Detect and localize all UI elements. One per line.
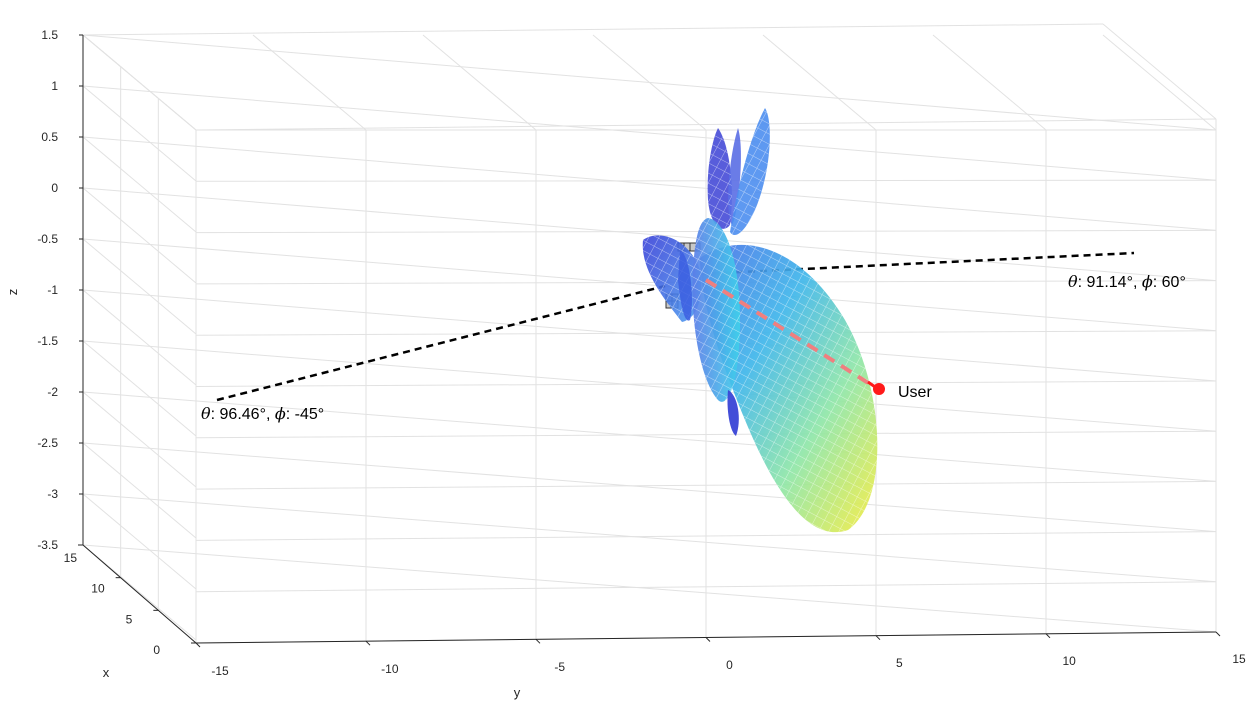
direction-line-left: [216, 284, 666, 402]
y-tick-label: 15: [1232, 652, 1246, 666]
x-axis-ticks: 0 5 10 15: [64, 544, 196, 657]
x-tick-label: 10: [91, 582, 105, 596]
y-tick-label: -15: [211, 664, 229, 678]
box-edge: [1102, 23, 1217, 120]
z-tick-label: 1.5: [41, 28, 58, 42]
upper-side-lobes: [707, 108, 770, 236]
user-label: User: [898, 384, 932, 401]
top-grid-line: [1102, 34, 1217, 131]
x-tick-label: 0: [153, 643, 160, 657]
side-grid: [82, 34, 197, 643]
z-tick-label: -0.5: [37, 232, 58, 246]
z-axis-ticks: 1.5 1 0.5 0 -0.5 -1 -1.5 -2 -2.5 -3 -3.5: [37, 28, 83, 552]
beam-pattern-surface: [642, 108, 878, 533]
z-tick-label: 0.5: [41, 130, 58, 144]
side-grid-line: [82, 136, 197, 233]
top-grid-line: [592, 34, 707, 131]
y-tick-mark: [365, 640, 371, 646]
z-tick-label: 0: [51, 181, 58, 195]
top-grid-line: [422, 34, 537, 131]
z-tick-label: -3: [47, 487, 58, 501]
y-tick-mark: [195, 642, 201, 648]
y-tick-label: 5: [896, 656, 903, 670]
side-grid-line: [82, 391, 197, 488]
y-tick-label: 0: [726, 658, 733, 672]
side-grid-line: [82, 238, 197, 335]
z-tick-label: -1.5: [37, 334, 58, 348]
y-tick-mark: [535, 638, 541, 644]
box-edge: [195, 118, 1217, 131]
y-axis-ticks: -15 -10 -5 0 5 10 15: [195, 631, 1246, 678]
z-tick-label: -1: [47, 283, 58, 297]
y-tick-mark: [875, 635, 881, 641]
back-grid-line: [82, 340, 1217, 432]
back-grid-line: [82, 187, 1217, 282]
back-grid-line: [82, 85, 1217, 181]
back-grid-line: [82, 289, 1217, 382]
y-tick-mark: [1045, 633, 1051, 639]
z-tick-label: -2.5: [37, 436, 58, 450]
back-grid-line: [82, 136, 1217, 231]
user-path: [704, 278, 875, 388]
side-grid-line: [82, 289, 197, 386]
z-tick-label: -2: [47, 385, 58, 399]
lower-side-lobe: [727, 390, 739, 436]
side-grid-line: [82, 442, 197, 539]
top-grid-line: [252, 34, 367, 131]
side-grid-line: [82, 493, 197, 590]
z-axis-label: z: [5, 289, 20, 296]
z-tick-label: -3.5: [37, 538, 58, 552]
box-edge: [82, 23, 1104, 36]
top-grid-line: [932, 34, 1047, 131]
back-grid-line: [82, 391, 1217, 482]
annotation-left: θ: 96.46°, ϕ: -45°: [201, 404, 324, 423]
back-grid-line: [82, 544, 1217, 633]
y-tick-label: -10: [381, 662, 399, 676]
side-grid-line: [82, 34, 197, 131]
y-tick-mark: [1215, 631, 1221, 637]
user-marker: [867, 380, 885, 395]
annotation-right: θ: 91.14°, ϕ: 60°: [1068, 272, 1186, 291]
side-grid-line: [82, 340, 197, 437]
central-lobe: [678, 218, 740, 402]
y-axis-label: y: [514, 685, 521, 700]
top-grid-line: [762, 34, 877, 131]
y-tick-label: 10: [1062, 654, 1076, 668]
z-tick-label: 1: [51, 79, 58, 93]
x-tick-label: 5: [126, 612, 133, 626]
back-grid-line: [82, 238, 1217, 332]
main-lobe: [700, 244, 878, 533]
side-grid-line: [82, 85, 197, 182]
y-tick-mark: [705, 637, 711, 642]
x-axis-label: x: [103, 665, 110, 680]
front-grid: [195, 118, 1217, 644]
back-grid-line: [82, 442, 1217, 533]
y-tick-label: -5: [554, 660, 565, 674]
side-grid-line: [82, 187, 197, 284]
back-grid-line: [82, 493, 1217, 583]
x-tick-label: 15: [64, 551, 78, 565]
